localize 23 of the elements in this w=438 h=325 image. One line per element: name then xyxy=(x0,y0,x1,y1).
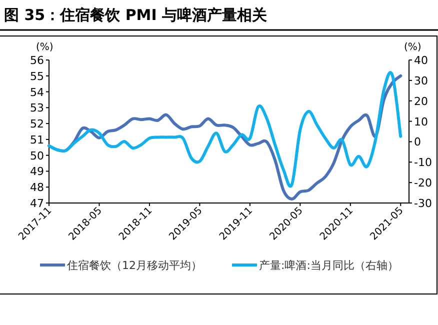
y2-tick-label: -30 xyxy=(414,197,432,210)
y-tick-label: 52 xyxy=(30,118,44,131)
y2-tick-label: -20 xyxy=(414,176,432,190)
y-tick-label: 54 xyxy=(30,86,44,99)
y2-tick-label: 30 xyxy=(414,74,428,88)
y2-tick-label: 40 xyxy=(414,54,428,67)
y-tick-label: 55 xyxy=(30,70,44,83)
y-tick-label: 47 xyxy=(30,197,44,210)
y-tick-label: 53 xyxy=(30,102,44,115)
legend-label: 住宿餐饮（12月移动平均） xyxy=(67,259,202,272)
y-tick-label: 48 xyxy=(30,181,44,194)
chart-title: 图 35：住宿餐饮 PMI 与啤酒产量相关 xyxy=(4,6,268,24)
y-tick-label: 49 xyxy=(30,165,44,178)
y2-tick-label: 10 xyxy=(414,115,428,128)
y2-tick-label: 0 xyxy=(414,136,421,149)
y2-tick-label: -10 xyxy=(414,156,432,170)
y-tick-label: 51 xyxy=(30,133,44,146)
y-tick-label: 56 xyxy=(30,54,44,67)
legend-label: 产量:啤酒:当月同比（右轴） xyxy=(259,259,398,272)
y-tick-label: 50 xyxy=(30,149,44,162)
y2-tick-label: 20 xyxy=(414,94,428,108)
y-axis-title: (%) xyxy=(36,42,54,53)
y2-axis-title: (%) xyxy=(404,42,422,53)
